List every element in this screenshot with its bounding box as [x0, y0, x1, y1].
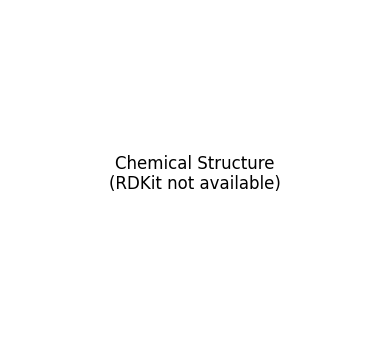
Text: Chemical Structure
(RDKit not available): Chemical Structure (RDKit not available) [109, 155, 281, 193]
